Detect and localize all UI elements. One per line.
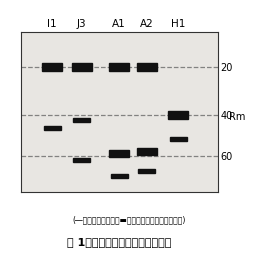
Bar: [42, 63, 62, 70]
Bar: [137, 63, 156, 70]
Y-axis label: Rm: Rm: [229, 112, 245, 122]
Bar: [168, 111, 188, 118]
Text: 図 1　各アイソザイム型の泳動図: 図 1 各アイソザイム型の泳動図: [67, 237, 171, 247]
Text: (―エステラーゼ，　▬リンゴ酸デヒドロゲナーゼ): (―エステラーゼ， ▬リンゴ酸デヒドロゲナーゼ): [73, 215, 186, 224]
Bar: [137, 148, 156, 155]
Bar: [72, 63, 92, 70]
Bar: [138, 169, 155, 173]
Bar: [170, 137, 186, 141]
Bar: [111, 174, 127, 178]
Bar: [73, 157, 90, 162]
Bar: [109, 149, 129, 157]
Bar: [44, 126, 61, 130]
Bar: [73, 118, 90, 122]
Bar: [109, 63, 129, 70]
